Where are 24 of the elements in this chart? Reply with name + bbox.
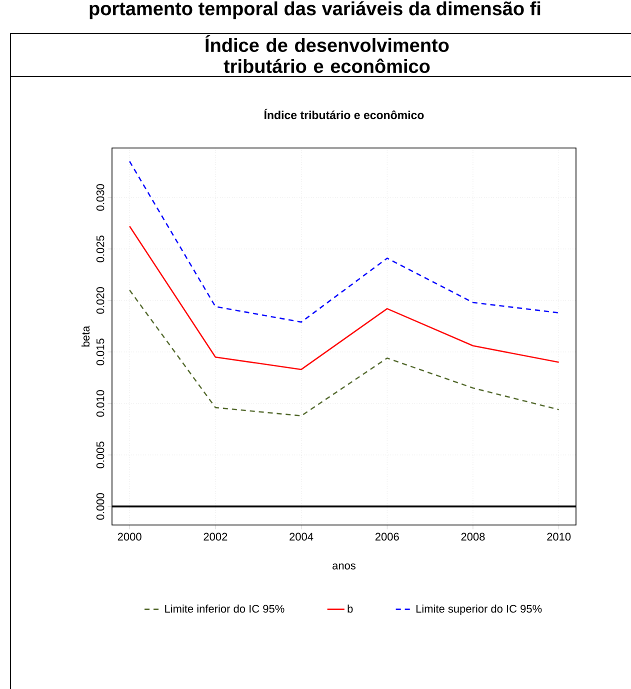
chart-subtitle: Índice tributário e econômico [264, 108, 424, 120]
y-tick-label: 0.025 [96, 236, 104, 262]
x-tick-label: 2000 [118, 532, 142, 541]
text: portamento temporal das variáveis da dimensão fi [90, 1, 540, 20]
y-axis-title: beta [81, 326, 90, 346]
legend-label: Limite superior do IC 95% [416, 604, 542, 615]
y-tick-label: 0.010 [96, 390, 104, 417]
line-series [128, 226, 560, 370]
x-tick-label: 2004 [290, 532, 314, 541]
legend-label: b [348, 604, 353, 613]
y-tick-label: 0.020 [96, 287, 104, 314]
line-series [128, 160, 560, 323]
y-tick-label: 0.000 [96, 493, 104, 520]
line-series [128, 289, 560, 416]
x-tick-label: 2008 [461, 532, 485, 541]
y-tick-label: 0.005 [96, 442, 104, 468]
x-tick-label: 2006 [375, 532, 399, 541]
y-tick-label: 0.030 [96, 184, 104, 211]
legend-label: Limite inferior do IC 95% [165, 604, 284, 613]
x-tick-label: 2010 [547, 532, 571, 541]
x-axis-title: anos [332, 563, 356, 570]
chart-title: Índice de desenvolvimento tributário e econômico [205, 35, 449, 74]
y-tick-label: 0.015 [96, 338, 104, 366]
x-tick-label: 2002 [204, 532, 228, 541]
